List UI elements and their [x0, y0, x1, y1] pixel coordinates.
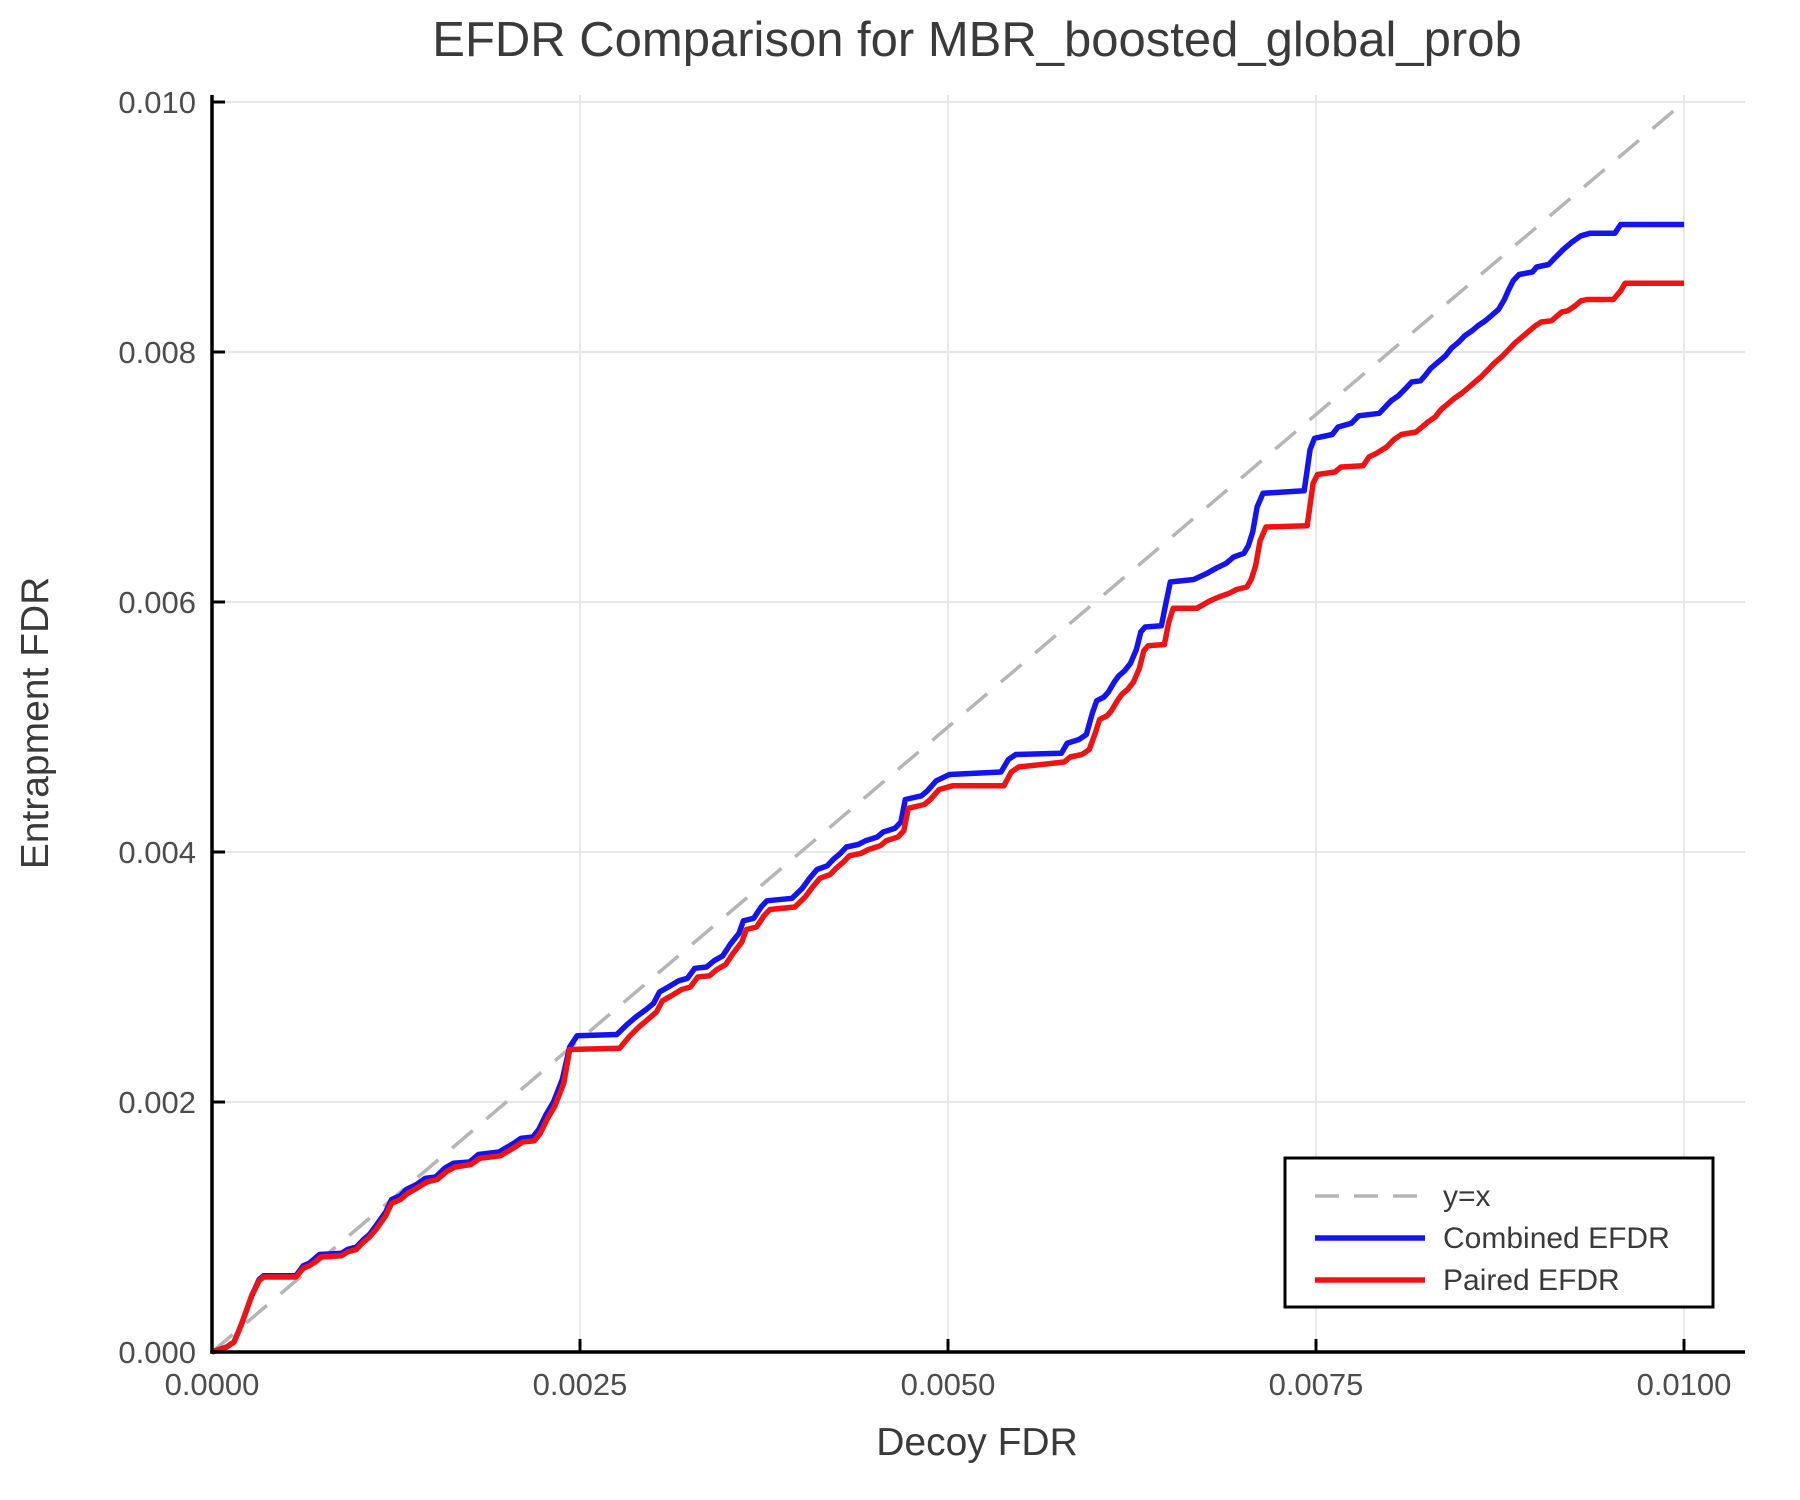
- combined-efdr-line: [211, 221, 1684, 1355]
- legend-entry-label: Combined EFDR: [1443, 1222, 1670, 1255]
- paired-efdr-line: [211, 280, 1684, 1355]
- y-tick-label: 0.002: [118, 1085, 196, 1120]
- axis-ticks: [210, 100, 1686, 1354]
- legend-entry-label: y=x: [1443, 1180, 1491, 1213]
- y-tick-label: 0.000: [118, 1335, 196, 1370]
- chart-title: EFDR Comparison for MBR_boosted_global_p…: [432, 13, 1521, 67]
- legend-entry-label: Paired EFDR: [1443, 1264, 1620, 1297]
- identity-line: [210, 100, 1686, 1354]
- y-tick-label: 0.010: [118, 85, 196, 120]
- x-tick-label: 0.0100: [1637, 1367, 1732, 1402]
- tick-labels: 0.0000 0.0025 0.0050 0.0075 0.0100 0.000 0.002…: [118, 85, 1731, 1402]
- x-tick-label: 0.0025: [533, 1367, 628, 1402]
- y-axis-label: Entrapment FDR: [14, 577, 57, 870]
- data-series: [210, 100, 1686, 1355]
- axis-spines: [210, 95, 1745, 1354]
- x-axis-label: Decoy FDR: [876, 1421, 1078, 1464]
- y-tick-label: 0.004: [118, 835, 196, 870]
- x-tick-label: 0.0000: [165, 1367, 260, 1402]
- y-tick-label: 0.006: [118, 585, 196, 620]
- y-tick-label: 0.008: [118, 335, 196, 370]
- legend: y=x Combined EFDR Paired EFDR: [1283, 1156, 1715, 1309]
- x-tick-label: 0.0050: [901, 1367, 996, 1402]
- x-tick-label: 0.0075: [1269, 1367, 1364, 1402]
